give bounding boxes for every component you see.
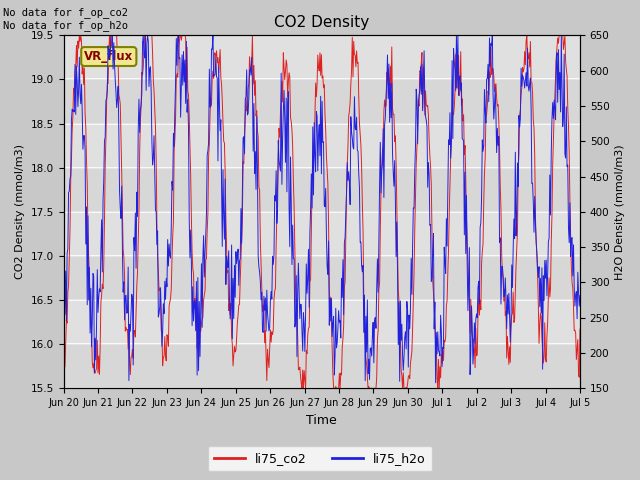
Legend: li75_co2, li75_h2o: li75_co2, li75_h2o xyxy=(208,446,432,471)
li75_h2o xyxy=(400,354,408,360)
Line: li75_h2o: li75_h2o xyxy=(63,36,580,383)
Bar xyxy=(63,256,580,300)
li75_h2o xyxy=(69,108,77,114)
li75_co2 xyxy=(576,326,584,332)
li75_h2o xyxy=(107,33,115,38)
li75_co2 xyxy=(203,255,211,261)
li75_co2 xyxy=(60,374,67,380)
Text: No data for f_op_co2
No data for f_op_h2o: No data for f_op_co2 No data for f_op_h2… xyxy=(3,7,128,31)
Y-axis label: CO2 Density (mmol/m3): CO2 Density (mmol/m3) xyxy=(15,144,25,279)
li75_co2 xyxy=(175,42,183,48)
li75_h2o xyxy=(123,311,131,316)
li75_h2o xyxy=(432,380,440,385)
Bar xyxy=(63,344,580,388)
Line: li75_co2: li75_co2 xyxy=(63,36,580,388)
li75_co2 xyxy=(386,87,394,93)
li75_co2 xyxy=(76,33,83,38)
Bar xyxy=(63,80,580,123)
li75_h2o xyxy=(203,210,211,216)
li75_h2o xyxy=(60,305,67,311)
li75_h2o xyxy=(576,292,584,298)
X-axis label: Time: Time xyxy=(307,414,337,427)
Text: VR_flux: VR_flux xyxy=(84,50,133,63)
li75_co2 xyxy=(298,385,306,391)
li75_co2 xyxy=(401,385,408,391)
li75_h2o xyxy=(175,56,183,61)
li75_co2 xyxy=(69,114,77,120)
li75_h2o xyxy=(385,61,393,67)
Bar xyxy=(63,168,580,212)
Title: CO2 Density: CO2 Density xyxy=(274,15,369,30)
Y-axis label: H2O Density (mmol/m3): H2O Density (mmol/m3) xyxy=(615,144,625,280)
li75_co2 xyxy=(123,327,131,333)
